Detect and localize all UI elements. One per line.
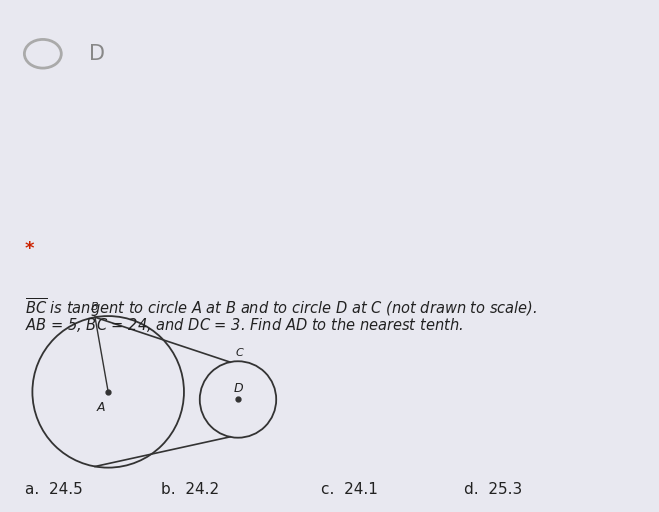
- Text: d.  25.3: d. 25.3: [464, 482, 522, 497]
- Text: $AB$ = 5, $BC$ = 24, and $DC$ = 3. Find $AD$ to the nearest tenth.: $AB$ = 5, $BC$ = 24, and $DC$ = 3. Find …: [25, 316, 463, 334]
- Text: C: C: [235, 348, 243, 357]
- Text: A: A: [96, 400, 105, 414]
- Text: D: D: [233, 381, 243, 395]
- Text: c.  24.1: c. 24.1: [322, 482, 378, 497]
- Text: *: *: [25, 240, 34, 258]
- Text: B: B: [91, 302, 99, 311]
- Text: b.  24.2: b. 24.2: [161, 482, 219, 497]
- Text: a.  24.5: a. 24.5: [25, 482, 82, 497]
- Text: $\overline{BC}$ is tangent to circle $A$ at $B$ and to circle $D$ at $C$ (not dr: $\overline{BC}$ is tangent to circle $A$…: [25, 296, 537, 319]
- Text: D: D: [89, 44, 105, 64]
